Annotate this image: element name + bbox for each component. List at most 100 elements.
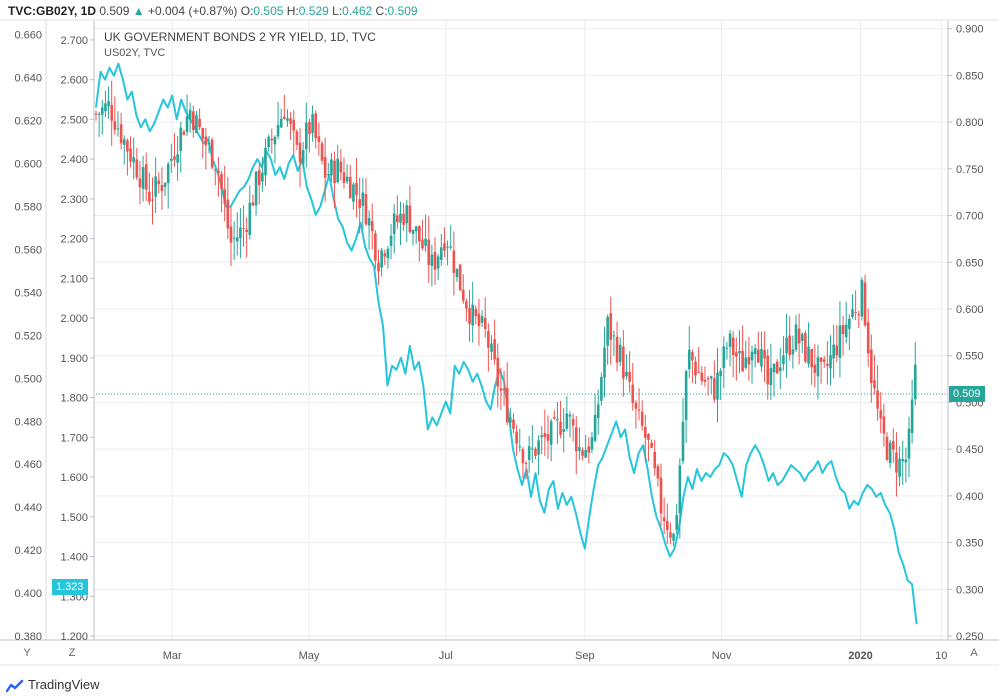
candle-body: [427, 239, 431, 266]
candle-body: [317, 136, 321, 143]
candle-body: [703, 379, 707, 382]
right-axis-tick-label: 0.750: [956, 164, 984, 176]
candle-body: [461, 289, 465, 301]
candle-body: [891, 441, 895, 450]
candle-body: [540, 435, 544, 438]
candle-body: [295, 131, 299, 145]
left-axis-tick-label: 0.600: [14, 159, 42, 171]
candle-body: [750, 351, 754, 361]
tradingview-logo-icon: [5, 679, 24, 692]
candle-body: [590, 437, 594, 450]
candle-body: [810, 349, 813, 368]
candle-body: [358, 199, 361, 208]
candle-body: [119, 124, 123, 144]
candle-body: [207, 142, 211, 145]
low-value: 0.462: [342, 4, 373, 18]
candle-body: [483, 317, 487, 329]
compare-axis-tick-label: 1.500: [60, 512, 88, 524]
us02y-compare-series: [95, 62, 918, 625]
left-axis-tick-label: 0.640: [14, 73, 42, 85]
candle-body: [531, 448, 534, 450]
us02y-line: [95, 62, 918, 625]
candle-body: [414, 226, 418, 232]
right-axis-tick-label: 0.250: [956, 631, 984, 643]
x-axis-tick-label: 2020: [848, 650, 872, 662]
candle-body: [873, 380, 876, 389]
candle-body: [336, 158, 339, 183]
candle-body: [552, 417, 556, 419]
chart-title: UK GOVERNMENT BONDS 2 YR YIELD, 1D, TVC: [104, 30, 376, 44]
high-value: 0.529: [298, 4, 329, 18]
candle-body: [144, 164, 148, 190]
candle-body: [176, 154, 179, 163]
candle-body: [392, 213, 396, 235]
candle-body: [195, 115, 198, 134]
candle-body: [848, 318, 851, 329]
candle-body: [684, 371, 688, 421]
candle-body: [490, 343, 493, 352]
left-axis-tick-label: 0.420: [14, 545, 42, 557]
candle-body: [339, 161, 343, 173]
candle-body: [154, 176, 157, 197]
z-axis-button[interactable]: Z: [68, 647, 76, 659]
auto-scale-button[interactable]: A: [970, 647, 978, 659]
candle-body: [760, 348, 763, 367]
candle-body: [895, 452, 898, 473]
candle-body: [574, 427, 578, 452]
candle-body: [367, 218, 371, 226]
candle-body: [160, 185, 164, 191]
candle-body: [283, 116, 286, 119]
candle-body: [549, 421, 553, 445]
candle-body: [797, 328, 801, 344]
close-value: 0.509: [387, 4, 418, 18]
candle-body: [587, 446, 591, 453]
candle-body: [518, 446, 522, 448]
candle-body: [568, 414, 572, 417]
candle-body: [107, 101, 110, 107]
y-axis-button[interactable]: Y: [23, 647, 31, 659]
compare-symbol-label[interactable]: US02Y, TVC: [104, 47, 166, 59]
candle-body: [223, 189, 226, 204]
candle-body: [166, 164, 170, 184]
candle-body: [841, 325, 845, 335]
compare-axis-tick-label: 2.400: [60, 154, 88, 166]
candle-body: [609, 313, 613, 340]
candle-body: [709, 376, 713, 379]
change-arrow-icon: ▲: [132, 4, 145, 18]
candle-body: [361, 192, 365, 206]
candle-body: [452, 250, 456, 273]
candle-body: [226, 199, 230, 229]
candle-body: [571, 418, 575, 426]
candle-body: [311, 114, 314, 134]
candle-body: [509, 417, 512, 423]
tradingview-brand[interactable]: TradingView: [5, 675, 100, 695]
candle-body: [364, 194, 368, 225]
candle-body: [355, 182, 358, 195]
symbol-label[interactable]: TVC:GB02Y, 1D: [8, 4, 97, 18]
candle-body: [562, 429, 566, 432]
candle-body: [251, 202, 255, 206]
candle-body: [578, 447, 581, 452]
candle-body: [286, 118, 289, 121]
candle-body: [816, 357, 820, 377]
right-axis-tick-label: 0.550: [956, 351, 984, 363]
candle-body: [537, 440, 540, 455]
right-axis-tick-label: 0.400: [956, 491, 984, 503]
candle-body: [728, 333, 732, 347]
candle-body: [185, 116, 189, 133]
candle-body: [687, 349, 691, 370]
candle-body: [383, 253, 387, 257]
candle-body: [659, 477, 663, 514]
candle-body: [622, 346, 625, 379]
candle-body: [763, 349, 766, 359]
candle-body: [424, 238, 427, 246]
candle-body: [449, 246, 453, 248]
symbol-header: TVC:GB02Y, 1D 0.509 ▲ +0.004 (+0.87%) O:…: [8, 2, 418, 20]
candle-body: [794, 324, 798, 350]
candle-body: [157, 180, 161, 185]
candle-body: [163, 182, 167, 187]
candle-body: [113, 121, 117, 130]
compare-axis-tick-label: 2.200: [60, 234, 88, 246]
x-axis-tick-label: Sep: [575, 650, 595, 662]
